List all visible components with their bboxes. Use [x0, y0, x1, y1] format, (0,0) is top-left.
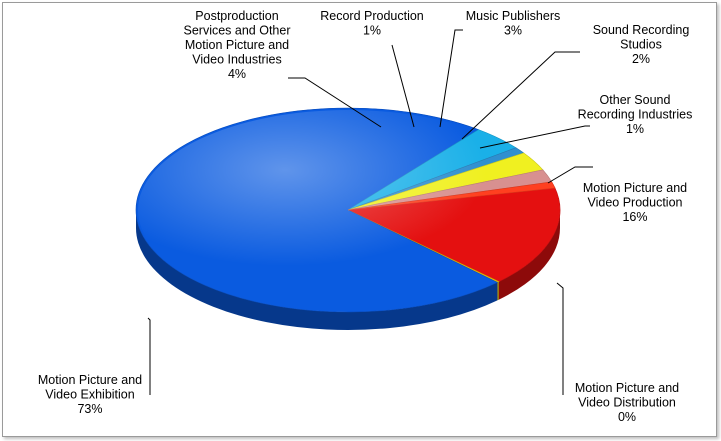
- data-label-line: Motion Picture and: [575, 381, 679, 395]
- data-label: Postproduction Services and Other Motion P…: [184, 9, 291, 81]
- data-label-line: Motion Picture and: [185, 38, 289, 52]
- data-label: Record Production 1%: [320, 9, 424, 38]
- data-label-line: Motion Picture and: [38, 373, 142, 387]
- leader-line: [462, 52, 580, 139]
- data-label-line: Video Industries: [192, 53, 281, 67]
- data-label-line: Postproduction: [195, 9, 278, 23]
- slice-side: [497, 282, 499, 301]
- data-label-line: 1%: [626, 122, 644, 136]
- data-label-line: Video Distribution: [578, 396, 676, 410]
- data-label: Motion Picture and Video Production 16%: [583, 181, 687, 224]
- data-label: Motion Picture and Video Distribution 0%: [575, 381, 679, 424]
- data-label-line: 0%: [618, 410, 636, 424]
- data-label: Sound Recording Studios 2%: [593, 23, 690, 66]
- data-label-line: 73%: [77, 402, 102, 416]
- data-label-line: Sound Recording: [593, 23, 690, 37]
- data-label-line: Recording Industries: [578, 108, 693, 122]
- leader-line: [557, 283, 563, 395]
- data-label: Motion Picture and Video Exhibition 73%: [38, 373, 142, 416]
- data-label-line: Record Production: [320, 9, 424, 23]
- data-label-line: 16%: [622, 210, 647, 224]
- data-label: Music Publishers 3%: [466, 9, 560, 38]
- data-label-line: 1%: [363, 24, 381, 38]
- data-label: Other Sound Recording Industries 1%: [578, 93, 693, 136]
- data-label-line: Other Sound: [600, 93, 671, 107]
- pie-slices: [136, 108, 560, 312]
- data-label-line: 2%: [632, 52, 650, 66]
- data-label-line: Motion Picture and: [583, 181, 687, 195]
- data-label-line: 4%: [228, 67, 246, 81]
- data-label-line: Studios: [620, 38, 662, 52]
- data-label-line: Video Exhibition: [45, 388, 134, 402]
- data-label-line: Services and Other: [184, 24, 291, 38]
- leader-line: [440, 30, 463, 127]
- leader-line: [148, 318, 150, 395]
- data-label-line: Video Production: [588, 196, 683, 210]
- data-label-line: Music Publishers: [466, 9, 560, 23]
- data-label-line: 3%: [504, 24, 522, 38]
